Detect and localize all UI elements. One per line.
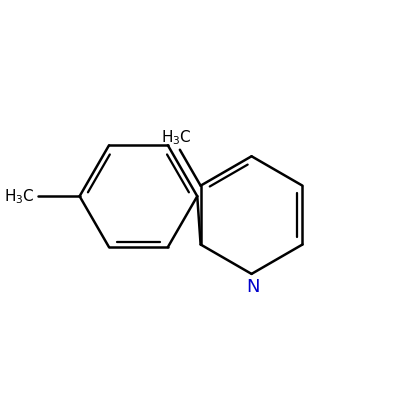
Text: N: N xyxy=(246,278,260,296)
Text: $\mathregular{H_3C}$: $\mathregular{H_3C}$ xyxy=(161,128,192,147)
Text: $\mathregular{H_3C}$: $\mathregular{H_3C}$ xyxy=(4,187,34,206)
